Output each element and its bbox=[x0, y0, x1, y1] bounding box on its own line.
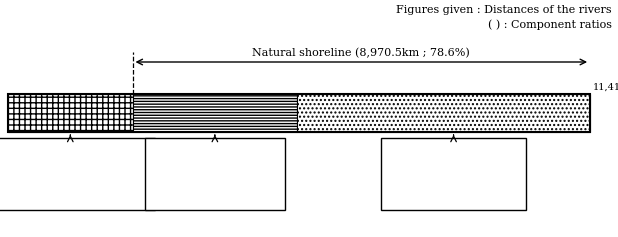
Text: 3,226.7km: 3,226.7km bbox=[187, 174, 243, 183]
Text: 5,743.8km: 5,743.8km bbox=[426, 174, 481, 183]
Text: Manmade shoreline: Manmade shoreline bbox=[13, 146, 128, 155]
Bar bbox=[0, 138, 155, 210]
Text: (50.3%): (50.3%) bbox=[433, 191, 474, 200]
Text: Figures given : Distances of the rivers: Figures given : Distances of the rivers bbox=[396, 5, 612, 15]
Text: (ohers): (ohers) bbox=[433, 160, 475, 169]
Bar bbox=[133, 94, 297, 132]
Bar bbox=[8, 94, 590, 132]
Text: (21.4%): (21.4%) bbox=[49, 187, 91, 196]
Text: Natural shoreline (8,970.5km ; 78.6%): Natural shoreline (8,970.5km ; 78.6%) bbox=[252, 48, 470, 58]
Text: 11,412.0km: 11,412.0km bbox=[593, 83, 618, 92]
Bar bbox=[381, 138, 526, 210]
Text: (28.3%): (28.3%) bbox=[194, 191, 235, 200]
Bar bbox=[297, 94, 590, 132]
Bar bbox=[145, 138, 285, 210]
Text: Natural shoreline: Natural shoreline bbox=[402, 146, 505, 155]
Text: 2,441.5km: 2,441.5km bbox=[43, 169, 98, 178]
Text: ( ) : Component ratios: ( ) : Component ratios bbox=[488, 19, 612, 30]
Text: Natural shoreline: Natural shoreline bbox=[164, 146, 266, 155]
Bar bbox=[8, 94, 133, 132]
Text: (cliff): (cliff) bbox=[198, 160, 231, 169]
